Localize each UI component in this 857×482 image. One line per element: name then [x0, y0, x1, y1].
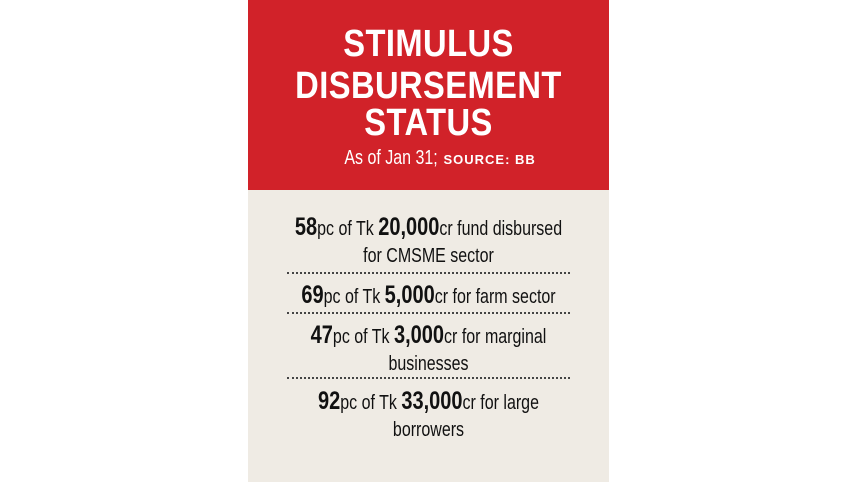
title-line: DISBURSEMENT	[295, 65, 562, 107]
subtitle: As of Jan 31; SOURCE: BB	[248, 146, 609, 172]
amount: 33,000	[401, 387, 463, 415]
text: borrowers	[392, 419, 465, 441]
title-line: STIMULUS	[343, 23, 514, 65]
dotted-divider	[287, 312, 570, 314]
title-line: STATUS	[364, 102, 493, 144]
date-text: As of Jan 31;	[344, 147, 438, 169]
list-item: 92pc of Tk 33,000cr for large borrowers	[248, 388, 609, 444]
text: for CMSME sector	[363, 245, 494, 267]
percent: 58	[294, 213, 318, 241]
dotted-divider	[287, 377, 570, 379]
body-panel: 58pc of Tk 20,000cr fund disbursed for C…	[248, 190, 609, 482]
amount: 5,000	[384, 281, 435, 309]
text: cr for large	[462, 392, 539, 414]
amount: 20,000	[378, 213, 440, 241]
text: businesses	[388, 353, 469, 375]
text: pc of Tk	[317, 218, 379, 240]
amount: 3,000	[394, 321, 445, 349]
list-item: 58pc of Tk 20,000cr fund disbursed for C…	[248, 214, 609, 270]
header-panel: STIMULUS DISBURSEMENT STATUS As of Jan 3…	[248, 0, 609, 190]
source-text: SOURCE: BB	[443, 152, 536, 167]
list-item: 69pc of Tk 5,000cr for farm sector	[248, 282, 609, 311]
text: cr for farm sector	[434, 286, 556, 308]
text: cr fund disbursed	[439, 218, 563, 240]
text: cr for marginal	[444, 326, 547, 348]
text: pc of Tk	[323, 286, 385, 308]
text: pc of Tk	[340, 392, 402, 414]
dotted-divider	[287, 272, 570, 274]
percent: 69	[301, 281, 324, 309]
text: pc of Tk	[332, 326, 394, 348]
infographic-card: STIMULUS DISBURSEMENT STATUS As of Jan 3…	[248, 0, 609, 482]
list-item: 47pc of Tk 3,000cr for marginal business…	[248, 322, 609, 378]
percent: 92	[318, 387, 341, 415]
percent: 47	[310, 321, 333, 349]
